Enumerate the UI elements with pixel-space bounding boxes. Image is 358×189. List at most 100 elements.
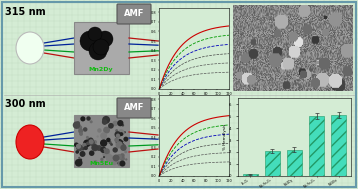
Circle shape bbox=[102, 116, 110, 124]
Circle shape bbox=[89, 139, 94, 144]
Circle shape bbox=[97, 31, 113, 47]
Circle shape bbox=[119, 140, 124, 145]
Circle shape bbox=[112, 121, 118, 126]
Text: AMF: AMF bbox=[124, 9, 144, 19]
Circle shape bbox=[118, 129, 125, 136]
Circle shape bbox=[120, 145, 127, 151]
Circle shape bbox=[93, 143, 96, 146]
Circle shape bbox=[93, 39, 109, 55]
Bar bbox=[74, 115, 129, 167]
Circle shape bbox=[83, 127, 87, 132]
Text: 300 nm: 300 nm bbox=[5, 99, 45, 109]
Text: Mn5Eu: Mn5Eu bbox=[89, 161, 113, 166]
Circle shape bbox=[102, 119, 107, 125]
Circle shape bbox=[83, 139, 91, 147]
Circle shape bbox=[93, 160, 97, 164]
Circle shape bbox=[119, 132, 123, 136]
Circle shape bbox=[84, 146, 88, 150]
Circle shape bbox=[100, 158, 103, 161]
Circle shape bbox=[117, 161, 122, 166]
Circle shape bbox=[75, 159, 83, 167]
Circle shape bbox=[120, 156, 125, 161]
Circle shape bbox=[80, 116, 86, 122]
Text: 315 nm: 315 nm bbox=[5, 7, 45, 17]
Bar bbox=[243, 174, 257, 176]
Circle shape bbox=[120, 153, 125, 158]
Circle shape bbox=[88, 139, 95, 146]
Circle shape bbox=[112, 155, 120, 161]
Ellipse shape bbox=[16, 32, 44, 64]
Circle shape bbox=[103, 127, 110, 133]
Y-axis label: % Hemolysis: % Hemolysis bbox=[223, 124, 227, 150]
Circle shape bbox=[117, 120, 124, 126]
Circle shape bbox=[78, 125, 82, 130]
Circle shape bbox=[97, 128, 102, 133]
Bar bbox=[332, 115, 346, 176]
Circle shape bbox=[116, 139, 123, 146]
Circle shape bbox=[103, 148, 106, 150]
Circle shape bbox=[112, 147, 118, 153]
Circle shape bbox=[89, 42, 107, 60]
Circle shape bbox=[78, 128, 83, 133]
Circle shape bbox=[79, 132, 83, 136]
Text: AMF: AMF bbox=[124, 104, 144, 112]
FancyBboxPatch shape bbox=[117, 4, 151, 24]
Circle shape bbox=[123, 141, 125, 143]
Circle shape bbox=[78, 157, 80, 159]
Circle shape bbox=[86, 116, 91, 121]
Circle shape bbox=[91, 144, 98, 151]
Circle shape bbox=[120, 144, 126, 149]
Circle shape bbox=[102, 150, 110, 158]
Circle shape bbox=[104, 148, 110, 154]
Circle shape bbox=[116, 141, 123, 148]
FancyBboxPatch shape bbox=[117, 98, 151, 118]
Circle shape bbox=[73, 121, 80, 129]
Circle shape bbox=[88, 137, 94, 143]
Circle shape bbox=[79, 151, 86, 157]
Circle shape bbox=[124, 137, 129, 142]
Circle shape bbox=[79, 158, 82, 161]
Circle shape bbox=[93, 140, 97, 144]
Circle shape bbox=[103, 156, 105, 158]
Circle shape bbox=[114, 138, 119, 142]
Circle shape bbox=[121, 124, 124, 127]
Circle shape bbox=[86, 142, 90, 145]
Circle shape bbox=[97, 135, 99, 138]
Circle shape bbox=[74, 143, 79, 147]
Circle shape bbox=[80, 31, 100, 51]
Circle shape bbox=[100, 147, 106, 153]
Circle shape bbox=[125, 158, 127, 161]
Circle shape bbox=[115, 129, 118, 132]
Bar bbox=[265, 151, 280, 176]
Circle shape bbox=[108, 123, 114, 129]
Circle shape bbox=[90, 120, 93, 123]
Circle shape bbox=[82, 143, 87, 147]
Circle shape bbox=[89, 150, 95, 156]
Circle shape bbox=[76, 121, 80, 125]
Circle shape bbox=[124, 150, 127, 153]
Circle shape bbox=[108, 141, 112, 144]
Circle shape bbox=[120, 160, 125, 167]
Circle shape bbox=[115, 131, 121, 138]
Circle shape bbox=[87, 138, 93, 144]
Bar bbox=[309, 116, 324, 176]
Bar bbox=[74, 22, 129, 74]
Circle shape bbox=[76, 150, 79, 154]
Circle shape bbox=[96, 145, 102, 151]
Circle shape bbox=[76, 144, 83, 151]
Circle shape bbox=[116, 154, 122, 160]
Circle shape bbox=[76, 144, 81, 149]
Bar bbox=[287, 149, 302, 176]
Circle shape bbox=[110, 143, 113, 146]
Circle shape bbox=[100, 132, 107, 139]
Ellipse shape bbox=[16, 125, 44, 159]
Circle shape bbox=[116, 162, 118, 164]
Circle shape bbox=[106, 138, 111, 142]
Text: Cell treatment: Cell treatment bbox=[347, 23, 352, 59]
Circle shape bbox=[86, 136, 89, 139]
Circle shape bbox=[116, 134, 120, 138]
Circle shape bbox=[105, 118, 108, 121]
Circle shape bbox=[81, 146, 85, 150]
Circle shape bbox=[100, 139, 107, 147]
Text: Mn2Dy: Mn2Dy bbox=[89, 67, 113, 72]
